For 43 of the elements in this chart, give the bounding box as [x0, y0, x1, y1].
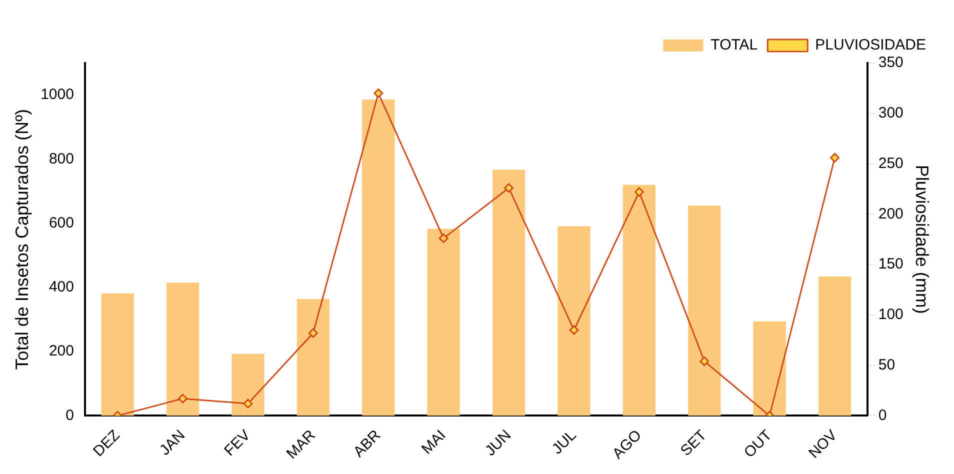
bar — [296, 298, 330, 416]
bar — [362, 100, 395, 416]
y-tick-label: 600 — [48, 214, 74, 232]
legend-label: TOTAL — [710, 36, 758, 54]
y2-tick-label: 100 — [878, 306, 904, 324]
point — [308, 328, 318, 338]
y-tick-label: 400 — [48, 278, 74, 296]
y-tick-label: 0 — [66, 406, 74, 424]
point — [374, 88, 384, 98]
bar — [427, 228, 460, 416]
point — [438, 234, 448, 244]
bar — [818, 276, 852, 416]
point — [178, 394, 188, 404]
y-tick-label: 800 — [48, 150, 74, 168]
point — [243, 398, 253, 408]
y2-axis-title: Pluviosidade (mm) — [912, 164, 932, 314]
legend-label: PLUVIOSIDADE — [815, 36, 926, 54]
x-tick-label: JUL — [548, 426, 580, 458]
y2-tick-label: 150 — [878, 256, 904, 273]
y2-tick-label: 250 — [878, 154, 904, 172]
x-tick-label: MAI — [418, 426, 450, 458]
y-tick-label: 200 — [48, 342, 74, 360]
bar — [558, 226, 590, 416]
y2-tick-label: 300 — [878, 104, 904, 122]
y2-tick-label: 350 — [878, 54, 904, 72]
bar — [101, 294, 134, 416]
bar — [492, 170, 526, 416]
y-tick-label: 1000 — [40, 86, 74, 104]
point — [634, 187, 644, 197]
point — [700, 356, 710, 366]
y-axis-title: Total de Insetos Capturados (Nº) — [12, 108, 32, 370]
y2-tick-label: 0 — [878, 406, 887, 424]
point — [504, 183, 514, 193]
x-tick-label: JAN — [156, 426, 189, 459]
bar — [688, 206, 721, 416]
point — [569, 325, 579, 335]
y2-tick-label: 50 — [878, 356, 896, 374]
bar — [622, 184, 656, 416]
y2-tick-label: 200 — [878, 205, 904, 222]
bar — [753, 321, 786, 416]
point — [830, 152, 840, 162]
bar — [232, 354, 264, 416]
bar — [166, 282, 200, 416]
